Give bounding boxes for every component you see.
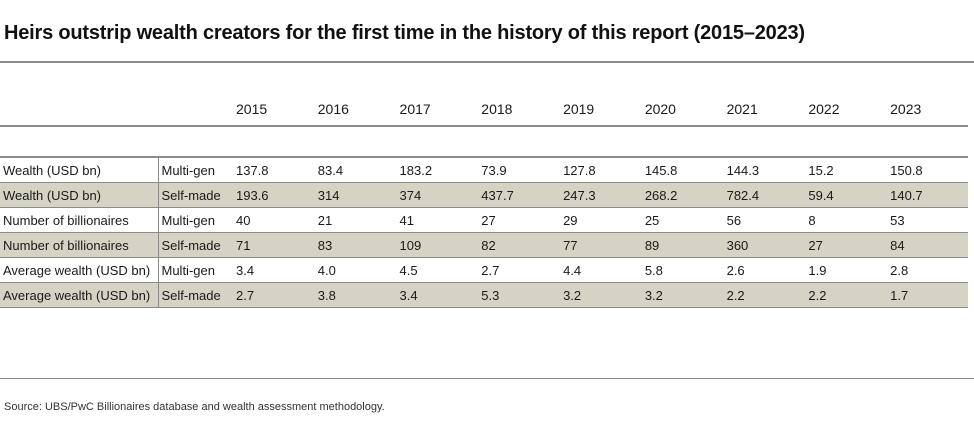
table-cell: 2.2 [804, 282, 887, 308]
table-cell: 374 [395, 182, 478, 208]
year-header: 2018 [477, 92, 560, 127]
row-type-label: Multi-gen [157, 257, 232, 283]
table-cell: 782.4 [722, 182, 805, 208]
table-cell: 109 [395, 232, 478, 258]
table-cell: 83.4 [313, 156, 396, 183]
table-cell: 3.4 [395, 282, 478, 308]
billionaires-table: 2015 2016 2017 2018 2019 2020 2021 2022 … [0, 92, 968, 308]
year-header-row: 2015 2016 2017 2018 2019 2020 2021 2022 … [0, 92, 968, 127]
year-header: 2023 [886, 92, 968, 127]
table-cell: 73.9 [477, 156, 560, 183]
table-cell: 193.6 [232, 182, 314, 208]
table-cell: 3.2 [640, 282, 723, 308]
table-cell: 15.2 [804, 156, 887, 183]
table-cell: 4.4 [559, 257, 641, 283]
bottom-divider [0, 378, 974, 379]
table-cell: 1.7 [886, 282, 968, 308]
table-title: Heirs outstrip wealth creators for the f… [4, 22, 805, 44]
table-cell: 1.9 [804, 257, 887, 283]
table-cell: 4.0 [313, 257, 396, 283]
table-cell: 314 [313, 182, 396, 208]
table-cell: 2.8 [886, 257, 968, 283]
table-cell: 183.2 [395, 156, 478, 183]
table-cell: 71 [232, 232, 314, 258]
table-cell: 4.5 [395, 257, 478, 283]
year-header: 2020 [640, 92, 723, 127]
year-header: 2015 [232, 92, 314, 127]
row-metric-label: Average wealth (USD bn) [0, 282, 158, 308]
table-cell: 8 [804, 207, 887, 233]
table-cell: 5.3 [477, 282, 560, 308]
table-cell: 3.8 [313, 282, 396, 308]
table-cell: 25 [640, 207, 723, 233]
header-blank-metric [0, 92, 158, 127]
table-cell: 41 [395, 207, 478, 233]
table-cell: 247.3 [559, 182, 641, 208]
year-header: 2019 [559, 92, 641, 127]
row-metric-label: Average wealth (USD bn) [0, 257, 158, 283]
row-type-label: Self-made [157, 282, 232, 308]
row-type-label: Self-made [157, 232, 232, 258]
table-cell: 56 [722, 207, 805, 233]
year-header: 2021 [722, 92, 805, 127]
table-row: Number of billionaires Self-made 71 83 109 82… [0, 232, 968, 258]
table-cell: 27 [804, 232, 887, 258]
table-cell: 137.8 [232, 156, 314, 183]
table-cell: 5.8 [640, 257, 723, 283]
table-cell: 3.4 [232, 257, 314, 283]
row-metric-label: Number of billionaires [0, 232, 158, 258]
table-cell: 59.4 [804, 182, 887, 208]
table-cell: 53 [886, 207, 968, 233]
table-cell: 84 [886, 232, 968, 258]
table-cell: 145.8 [640, 156, 723, 183]
row-type-label: Multi-gen [157, 156, 232, 183]
table-cell: 29 [559, 207, 641, 233]
row-metric-label: Wealth (USD bn) [0, 156, 158, 183]
table-cell: 150.8 [886, 156, 968, 183]
table-cell: 360 [722, 232, 805, 258]
table-row: Wealth (USD bn) Multi-gen 137.8 83.4 183.2 73… [0, 156, 968, 183]
row-metric-label: Number of billionaires [0, 207, 158, 233]
table-cell: 3.2 [559, 282, 641, 308]
table-cell: 89 [640, 232, 723, 258]
table-cell: 40 [232, 207, 314, 233]
table-row: Average wealth (USD bn) Self-made 2.7 3.8 3.… [0, 282, 968, 308]
table-cell: 2.6 [722, 257, 805, 283]
table-cell: 2.7 [232, 282, 314, 308]
table-row: Number of billionaires Multi-gen 40 21 41 27 2… [0, 207, 968, 233]
table-cell: 82 [477, 232, 560, 258]
table-cell: 83 [313, 232, 396, 258]
table-cell: 77 [559, 232, 641, 258]
table-row: Average wealth (USD bn) Multi-gen 3.4 4.0 4.… [0, 257, 968, 283]
table-cell: 268.2 [640, 182, 723, 208]
row-type-label: Multi-gen [157, 207, 232, 233]
year-header: 2017 [395, 92, 478, 127]
table-row: Wealth (USD bn) Self-made 193.6 314 374 437.7… [0, 182, 968, 208]
table-cell: 140.7 [886, 182, 968, 208]
row-metric-label: Wealth (USD bn) [0, 182, 158, 208]
source-note: Source: UBS/PwC Billionaires database an… [4, 401, 385, 413]
table-cell: 27 [477, 207, 560, 233]
table-cell: 21 [313, 207, 396, 233]
title-divider [0, 61, 974, 63]
year-header: 2016 [313, 92, 396, 127]
header-blank-type [158, 92, 232, 127]
table-cell: 144.3 [722, 156, 805, 183]
table-cell: 2.2 [722, 282, 805, 308]
year-header: 2022 [804, 92, 887, 127]
table-cell: 127.8 [559, 156, 641, 183]
table-cell: 2.7 [477, 257, 560, 283]
table-cell: 437.7 [477, 182, 560, 208]
row-type-label: Self-made [157, 182, 232, 208]
